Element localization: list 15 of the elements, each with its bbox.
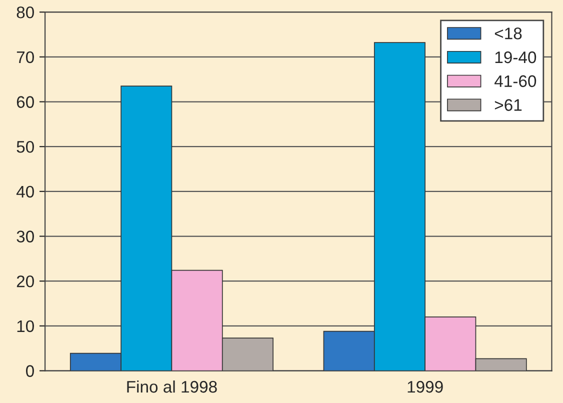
y-tick-label: 0: [26, 365, 34, 377]
legend-label: <18: [494, 28, 522, 40]
legend-label: 41-60: [494, 75, 536, 88]
y-tick-label: 80: [16, 6, 34, 18]
y-tick-label: 40: [16, 186, 34, 198]
x-tick-label: 1999: [408, 380, 443, 393]
y-tick-label: 10: [17, 320, 34, 332]
legend-label: 19-40: [495, 51, 536, 64]
y-tick-label: 30: [16, 230, 34, 242]
legend-label: >61: [494, 99, 522, 111]
y-tick-label: 20: [16, 275, 34, 288]
y-tick-label: 60: [16, 96, 34, 108]
y-tick-label: 50: [16, 140, 34, 153]
x-tick-label: Fino al 1998: [127, 380, 217, 393]
y-tick-label: 70: [16, 51, 34, 64]
